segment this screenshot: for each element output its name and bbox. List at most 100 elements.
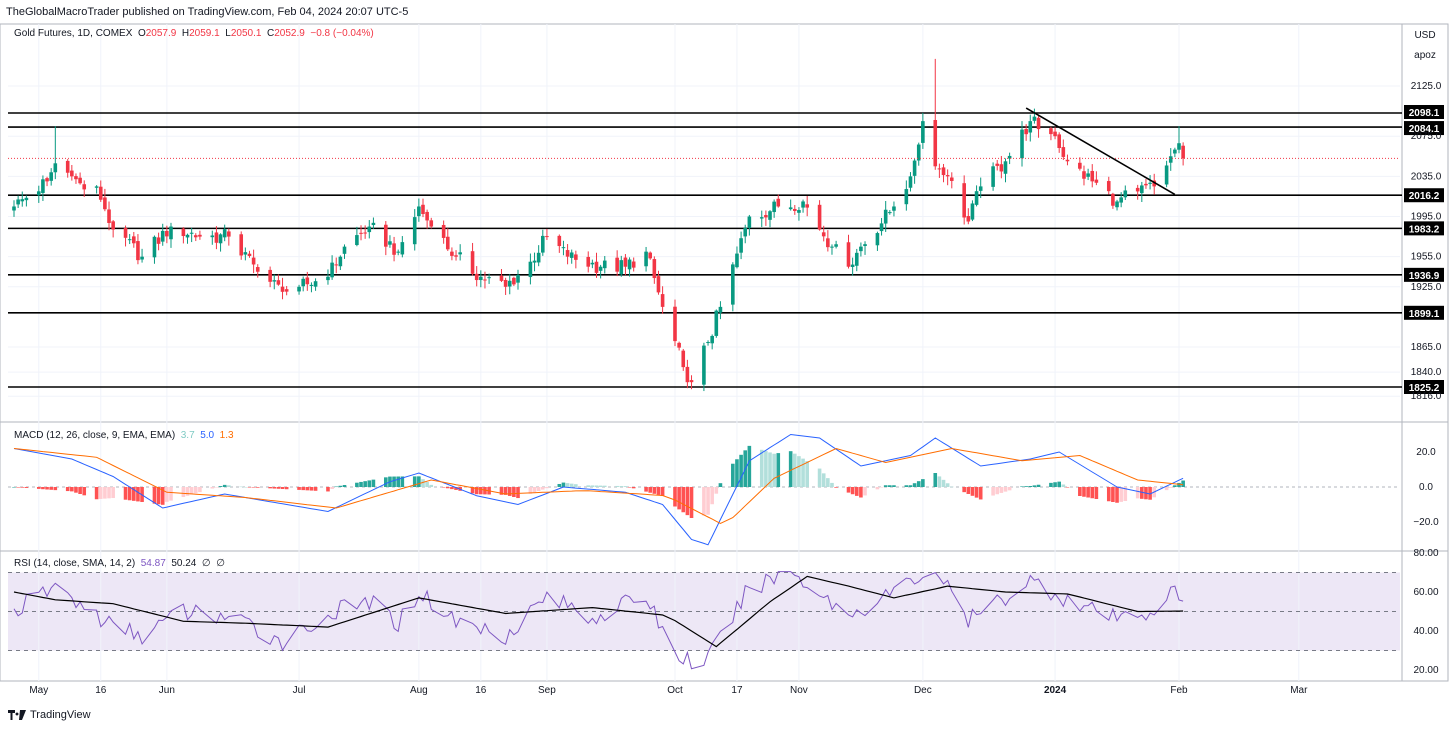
macd-hist-bar (586, 485, 591, 487)
candle-body (991, 166, 995, 187)
candle-body (652, 259, 657, 279)
candle-body (334, 264, 339, 266)
candle-body (673, 306, 677, 342)
price-tick-1: 2075.0 (1411, 131, 1442, 142)
candle-body (904, 189, 909, 205)
candle-body (371, 222, 376, 226)
candle-body (859, 246, 863, 252)
footer-brand[interactable]: TradingView (8, 709, 91, 721)
macd-hist-bar (565, 483, 570, 487)
macd-hist-bar (400, 476, 405, 487)
candle-body (710, 335, 714, 344)
macd-hist-bar (1003, 487, 1008, 492)
candle-body (111, 221, 115, 230)
candle-body (74, 176, 78, 180)
candle-body (499, 275, 504, 281)
horizontal-levels[interactable]: 2098.1 2084.1 2016.2 1983.2 1936.9 1899.1 1825… (8, 105, 1444, 394)
macd-hist-bar (714, 487, 719, 494)
macd-hist-bar (602, 485, 607, 487)
rsi-empty-1: ∅ (201, 558, 211, 569)
candle-body (863, 244, 867, 246)
macd-hist-bar (912, 483, 917, 487)
macd-hist-bar (429, 484, 434, 487)
candle-body (470, 251, 475, 274)
candle-body (198, 234, 202, 237)
tradingview-logo-icon (8, 710, 26, 720)
macd-hist-bar (1082, 487, 1086, 497)
candle-body (677, 342, 681, 348)
macd-hist-bar (499, 487, 504, 495)
macd-hist-bar (330, 487, 334, 489)
macd-hist-bar (342, 485, 347, 487)
brand-name: TradingView (30, 709, 91, 721)
trendline[interactable] (1025, 107, 1176, 196)
candle-body (417, 206, 421, 217)
price-tick-5: 1925.0 (1411, 282, 1442, 293)
macd-hist-bar (243, 487, 248, 488)
candle-body (218, 234, 223, 244)
candle-body (503, 279, 508, 287)
macd-hist-bar (516, 487, 520, 499)
rsi-title[interactable]: RSI (14, close, SMA, 14, 2) (14, 558, 136, 569)
macd-hist-bar (731, 463, 735, 487)
candle-body (127, 239, 132, 241)
macd-hist-bar (1086, 487, 1090, 498)
change-value: −0.8 (−0.04%) (310, 28, 374, 39)
candle-body (797, 210, 801, 213)
candle-body (792, 208, 797, 211)
candle-body (1082, 171, 1086, 179)
macd-hist-bar (251, 487, 256, 488)
published-header: TheGlobalMacroTrader published on Tradin… (6, 6, 409, 18)
macd-hist-bar (255, 487, 260, 488)
macd-hist-bar (1061, 484, 1066, 487)
macd-hist-bar (41, 487, 45, 490)
candle-body (892, 206, 896, 211)
macd-hist-bar (681, 487, 686, 513)
rsi-tick-2: 40.00 (1413, 626, 1438, 637)
candle-body (222, 229, 227, 238)
candle-body (1078, 162, 1082, 169)
candle-body (764, 215, 768, 218)
macd-hist-bar (702, 487, 706, 516)
candle-body (966, 216, 971, 222)
level-label-1825.2: 1825.2 (1409, 383, 1440, 394)
macd-hist-bar (20, 487, 25, 488)
time-tick-Oct: Oct (667, 685, 683, 696)
candle-body (185, 234, 190, 238)
macd-hist-bar (507, 487, 512, 496)
candle-body (941, 167, 946, 176)
macd-hist-bar (689, 487, 694, 518)
scale-mode-label[interactable]: apoz (1414, 50, 1436, 61)
candle-body (169, 226, 173, 240)
macd-hist-bar (16, 487, 20, 488)
macd-hist-bar (1065, 487, 1070, 488)
price-tick-2: 2035.0 (1411, 171, 1442, 182)
candle-body (590, 262, 595, 265)
candle-body (995, 163, 1000, 166)
macd-hist-bar (1168, 487, 1173, 488)
macd-title[interactable]: MACD (12, 26, close, 9, EMA, EMA) (14, 430, 176, 441)
symbol-title[interactable]: Gold Futures, 1D, COMEX (14, 28, 133, 39)
macd-hist-bar (78, 487, 82, 494)
candle-body (776, 198, 781, 207)
candle-body (483, 279, 487, 281)
macd-hist-bar (169, 487, 173, 501)
macd-hist-bar (247, 487, 252, 488)
currency-label[interactable]: USD (1414, 30, 1436, 41)
macd-hist-bar (193, 487, 198, 494)
level-label-bg-1899.1 (1404, 305, 1444, 320)
macd-hist-bar (24, 487, 29, 488)
macd-hist-bar (528, 487, 533, 494)
candle-body (301, 278, 305, 287)
macd-hist-bar (132, 487, 136, 501)
candle-body (454, 255, 458, 257)
macd-hist-bar (656, 487, 661, 495)
candle-body (945, 175, 950, 177)
candle-body (330, 262, 334, 278)
macd-hist-bar (921, 479, 925, 487)
rsi-empty-2: ∅ (216, 558, 225, 569)
macd-hist-bar (677, 487, 681, 510)
candle-body (1086, 173, 1090, 177)
